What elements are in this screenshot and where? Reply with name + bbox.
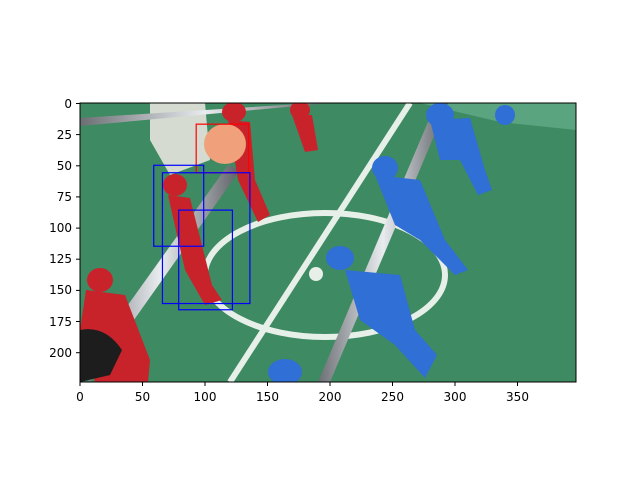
foosball-photo xyxy=(80,103,576,382)
x-axis: 0 50 100 150 200 250 300 350 xyxy=(76,382,529,404)
bounding-boxes xyxy=(153,123,251,311)
y-tick-label: 125 xyxy=(49,252,72,266)
x-tick-label: 350 xyxy=(506,390,529,404)
rod-top-left xyxy=(80,103,330,126)
player-bounding-box xyxy=(161,172,251,305)
y-tick-label: 150 xyxy=(49,283,72,297)
y-tick-label: 50 xyxy=(57,159,72,173)
axes-frame xyxy=(79,102,577,383)
y-tick-label: 25 xyxy=(57,128,72,142)
center-line xyxy=(227,103,413,382)
x-tick-label: 50 xyxy=(135,390,150,404)
y-axis: 0 25 50 75 100 125 150 175 200 xyxy=(49,97,80,360)
y-tick-label: 200 xyxy=(49,346,72,360)
center-spot xyxy=(309,267,323,281)
white-player xyxy=(150,103,210,175)
black-bumper xyxy=(80,329,122,382)
x-tick-label: 300 xyxy=(444,390,467,404)
rod-blue xyxy=(318,103,448,382)
x-tick-label: 0 xyxy=(76,390,84,404)
x-tick-label: 250 xyxy=(381,390,404,404)
blue-players xyxy=(268,103,515,382)
y-tick-label: 75 xyxy=(57,190,72,204)
ball xyxy=(204,124,246,164)
y-tick-label: 100 xyxy=(49,221,72,235)
x-tick-label: 200 xyxy=(319,390,342,404)
x-tick-label: 150 xyxy=(256,390,279,404)
y-tick-label: 0 xyxy=(64,97,72,111)
player-bounding-box xyxy=(178,209,234,311)
y-tick-label: 175 xyxy=(49,315,72,329)
x-tick-label: 100 xyxy=(194,390,217,404)
